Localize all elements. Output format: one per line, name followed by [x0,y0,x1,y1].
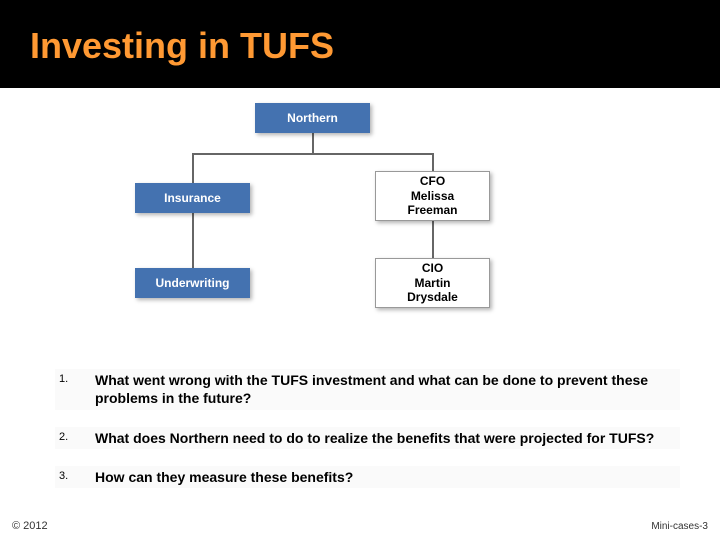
question-row: 1. What went wrong with the TUFS investm… [55,369,680,409]
org-node-cfo: CFOMelissaFreeman [375,171,490,221]
org-node-cio: CIOMartinDrysdale [375,258,490,308]
question-row: 3. How can they measure these benefits? [55,466,680,488]
org-node-insurance: Insurance [135,183,250,213]
content-area: Northern Insurance CFOMelissaFreeman Underw… [0,88,720,540]
question-number: 1. [55,369,95,385]
org-node-label-line: Freeman [407,203,457,217]
org-chart: Northern Insurance CFOMelissaFreeman Underw… [20,103,700,363]
org-node-label-line: Martin [415,276,451,290]
question-number: 2. [55,427,95,443]
org-connector [312,133,314,153]
org-node-label-line: Drysdale [407,290,458,304]
org-node-underwriting: Underwriting [135,268,250,298]
question-number: 3. [55,466,95,482]
org-node-northern: Northern [255,103,370,133]
question-text: What does Northern need to do to realize… [95,427,680,449]
question-row: 2. What does Northern need to do to real… [55,427,680,449]
question-list: 1. What went wrong with the TUFS investm… [55,369,680,505]
org-node-label-line: CFO [420,174,445,188]
org-node-label-line: Melissa [411,189,454,203]
org-node-label-line: CIO [422,261,443,275]
org-connector [432,153,434,171]
org-connector [192,153,194,183]
question-text: What went wrong with the TUFS investment… [95,369,680,409]
org-connector [432,221,434,258]
footer-page-label: Mini-cases-3 [651,521,708,532]
slide-title: Investing in TUFS [0,0,720,67]
org-connector [192,213,194,268]
copyright: © 2012 [12,520,48,532]
question-text: How can they measure these benefits? [95,466,680,488]
org-connector [192,153,434,155]
